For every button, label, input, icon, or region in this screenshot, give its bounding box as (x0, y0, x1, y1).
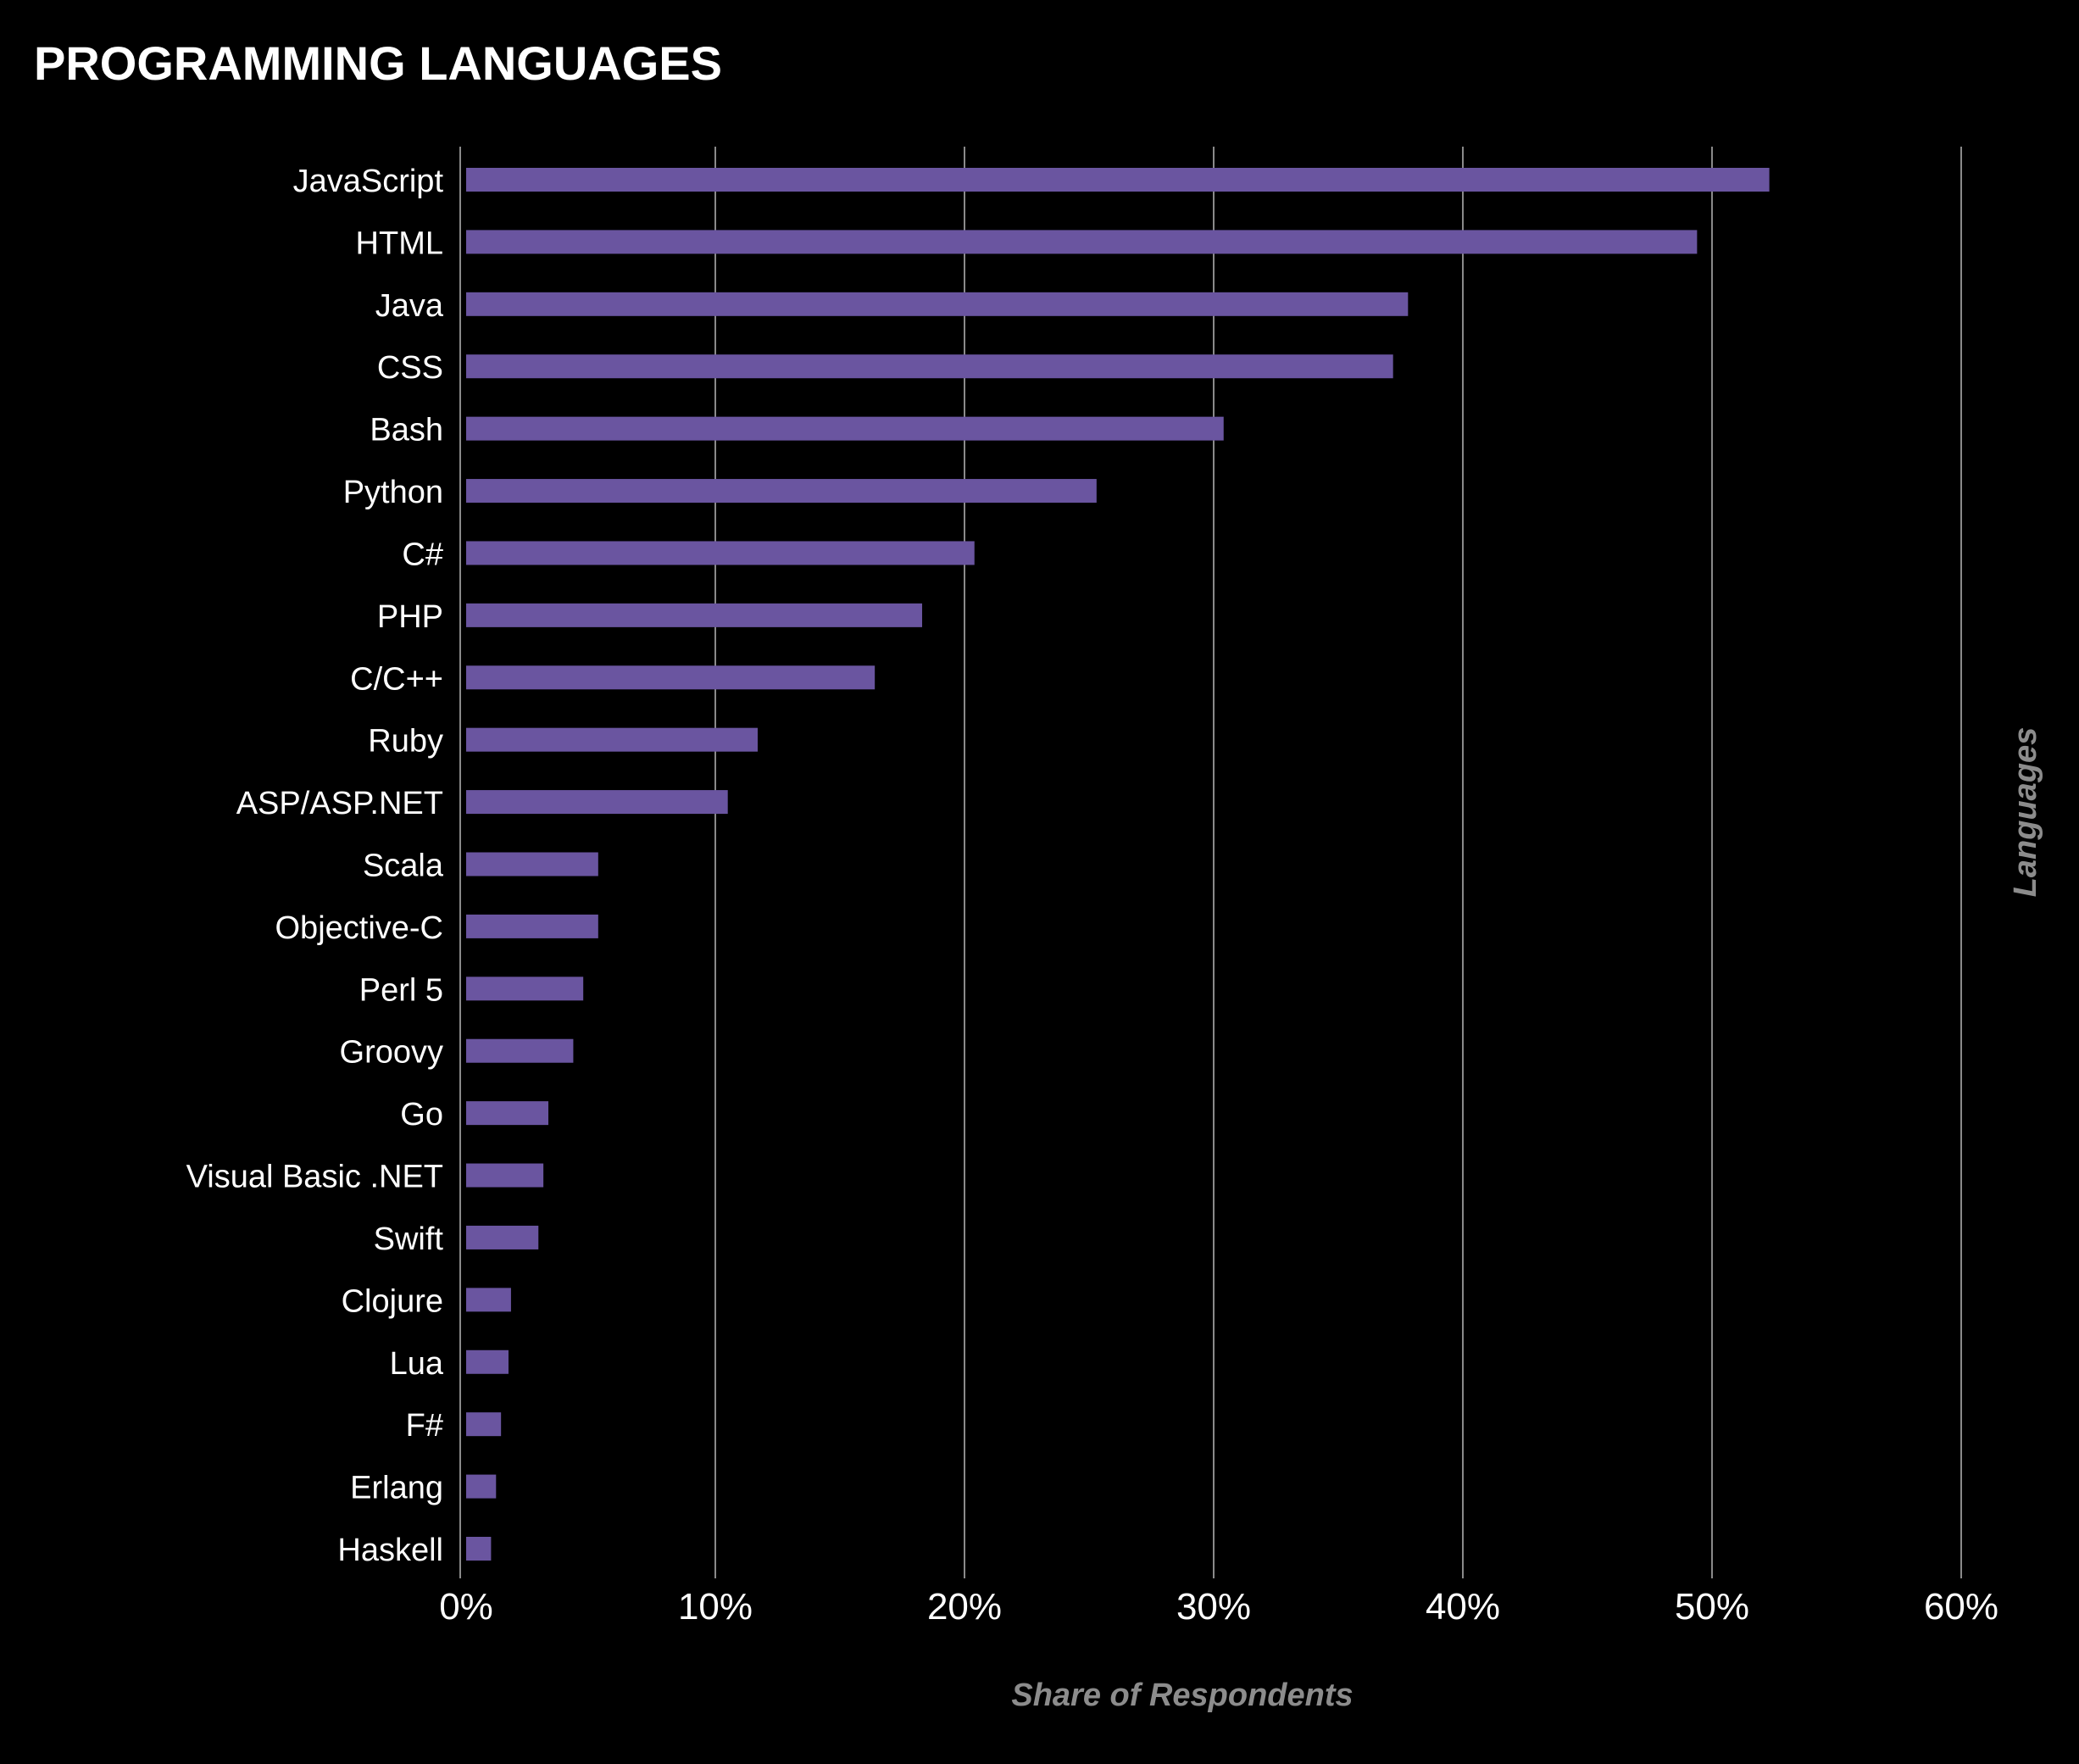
category-label: Visual Basic .NET (186, 1160, 443, 1195)
category-label: Bash (370, 413, 443, 448)
category-label: CSS (377, 350, 443, 386)
category-label: PHP (377, 599, 443, 635)
category-label: Lua (390, 1346, 444, 1382)
bar-bash (466, 416, 1224, 441)
bar-objective-c (466, 914, 598, 938)
y-axis-title: Languages (2008, 727, 2043, 898)
bar-asp-asp-net (466, 790, 728, 815)
category-label: Erlang (350, 1471, 443, 1506)
category-label: F# (406, 1408, 443, 1444)
category-label: Python (343, 475, 443, 510)
category-label: C# (402, 537, 443, 572)
bar-html (466, 230, 1698, 254)
bar-c-c- (466, 665, 876, 690)
category-label: Clojure (342, 1283, 443, 1319)
category-label: Groovy (340, 1035, 443, 1071)
category-label: JavaScript (293, 164, 444, 199)
x-tick-label: 20% (927, 1586, 1002, 1628)
bars (466, 168, 1770, 1561)
category-label: Java (375, 288, 444, 324)
category-label: Scala (363, 849, 444, 884)
x-axis-title: Share of Respondents (1011, 1678, 1353, 1713)
bar-css (466, 354, 1393, 379)
bar-lua (466, 1349, 509, 1374)
bar-groovy (466, 1038, 574, 1063)
x-tick-label: 40% (1426, 1586, 1500, 1628)
x-tick-label: 60% (1924, 1586, 1998, 1628)
x-tick-labels: 0% 10% 20% 30% 40% 50% 60% (439, 1586, 1998, 1628)
x-tick-label: 30% (1176, 1586, 1251, 1628)
category-label: Perl 5 (359, 972, 443, 1008)
bar-swift (466, 1225, 539, 1249)
bar-scala (466, 852, 598, 876)
bar-erlang (466, 1474, 497, 1499)
gridlines (459, 147, 1962, 1578)
category-label: Objective-C (275, 910, 444, 946)
bar-f- (466, 1412, 502, 1437)
category-label: C/C++ (350, 661, 443, 697)
category-label: ASP/ASP.NET (236, 786, 443, 821)
bar-perl-5 (466, 977, 584, 1001)
chart-title: PROGRAMMING LANGUAGES (34, 36, 722, 90)
bar-php (466, 603, 923, 627)
bar-clojure (466, 1288, 511, 1312)
bar-visual-basic-net (466, 1163, 544, 1188)
x-tick-label: 50% (1675, 1586, 1749, 1628)
category-labels: JavaScript HTML Java CSS Bash Python C# PHP C/C+… (186, 164, 444, 1568)
bar-haskell (466, 1537, 492, 1561)
bar-java (466, 292, 1409, 316)
bar-javascript (466, 168, 1770, 192)
x-tick-label: 10% (678, 1586, 753, 1628)
category-label: Swift (374, 1221, 444, 1257)
category-label: Ruby (368, 724, 443, 760)
x-tick-label: 0% (439, 1586, 493, 1628)
category-label: Haskell (337, 1533, 443, 1568)
bar-c- (466, 541, 975, 565)
bar-ruby (466, 727, 758, 752)
category-label: HTML (356, 225, 443, 261)
category-label: Go (400, 1097, 443, 1132)
bar-go (466, 1101, 549, 1126)
bar-python (466, 479, 1097, 504)
